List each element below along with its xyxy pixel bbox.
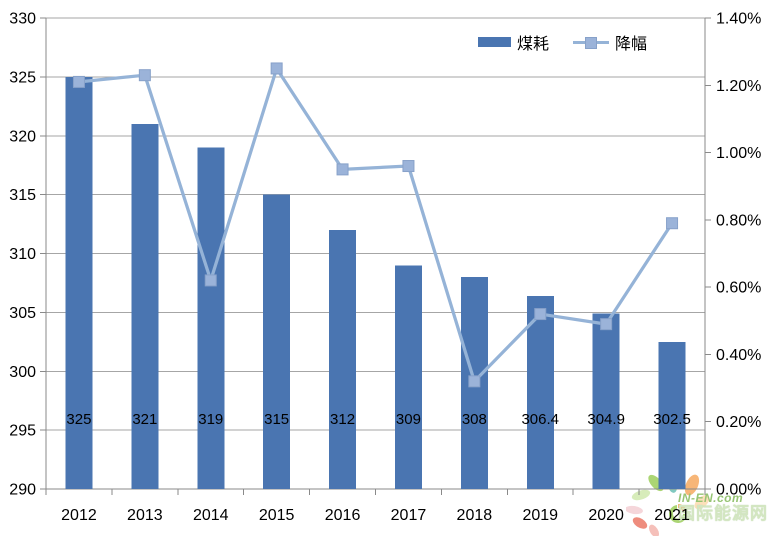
line-marker-2020 [600, 318, 613, 331]
line-marker-2013 [138, 69, 151, 82]
line-marker-2015 [270, 62, 283, 75]
bar-2016 [329, 229, 357, 489]
bar-data-label: 325 [66, 411, 91, 428]
line-marker-2014 [204, 274, 217, 287]
bar-2015 [263, 194, 291, 489]
bar-data-label: 321 [132, 411, 157, 428]
x-axis-category-label: 2013 [127, 507, 163, 524]
right-axis-tick-label: 1.00% [716, 145, 761, 162]
line-marker-2012 [72, 75, 85, 88]
watermark-site-name: 国际能源网 [678, 503, 768, 523]
left-axis-tick-label: 305 [9, 305, 36, 322]
legend-item-decline: 降幅 [573, 30, 647, 54]
in-en-logo-icon [626, 473, 710, 536]
bar-2017 [394, 265, 422, 489]
bar-2019 [526, 295, 554, 489]
left-axis-tick-label: 330 [9, 11, 36, 28]
x-axis-category-label: 2012 [61, 507, 97, 524]
right-axis-tick-label: 0.60% [716, 280, 761, 297]
left-axis-tick-label: 295 [9, 423, 36, 440]
bar-2020 [592, 313, 620, 489]
x-axis-category-label: 2021 [654, 507, 690, 524]
bar-2021 [658, 341, 686, 489]
left-axis-tick-label: 320 [9, 128, 36, 145]
bar-series-swatch-icon [478, 37, 511, 47]
bar-data-label: 312 [330, 411, 355, 428]
left-axis-tick-label: 310 [9, 246, 36, 263]
x-axis-category-label: 2018 [457, 507, 493, 524]
left-axis-tick-label: 325 [9, 69, 36, 86]
x-axis-category-label: 2015 [259, 507, 295, 524]
legend-item-coal: 煤耗 [478, 30, 549, 54]
legend-label-decline: 降幅 [615, 36, 648, 53]
left-axis-tick-label: 300 [9, 364, 36, 381]
x-axis-category-label: 2016 [325, 507, 361, 524]
line-marker-2021 [666, 217, 679, 230]
bar-data-label: 304.9 [587, 411, 625, 428]
legend-label-coal: 煤耗 [517, 36, 550, 53]
left-axis-tick-label: 290 [9, 482, 36, 499]
bar-data-label: 308 [462, 411, 487, 428]
x-axis-category-label: 2020 [588, 507, 624, 524]
right-axis-tick-label: 1.20% [716, 78, 761, 95]
bar-data-label: 306.4 [521, 411, 559, 428]
bar-2012 [65, 76, 93, 489]
left-axis-tick-label: 315 [9, 187, 36, 204]
bar-data-label: 315 [264, 411, 289, 428]
line-marker-2019 [534, 308, 547, 321]
line-marker-2016 [336, 163, 349, 176]
bar-data-label: 302.5 [653, 411, 691, 428]
right-axis-tick-label: 0.80% [716, 212, 761, 229]
bar-2013 [131, 123, 159, 489]
watermark: IN-EN.com 国际能源网 [626, 466, 772, 536]
x-axis-category-label: 2019 [522, 507, 558, 524]
bar-data-label: 319 [198, 411, 223, 428]
decline-line [78, 66, 674, 383]
right-axis-tick-label: 0.00% [716, 482, 761, 499]
watermark-brand: IN-EN.com [678, 491, 744, 505]
line-marker-2018 [468, 375, 481, 388]
right-axis-tick-label: 0.20% [716, 414, 761, 431]
line-marker-2017 [402, 160, 415, 173]
x-axis-category-label: 2017 [391, 507, 427, 524]
right-axis-tick-label: 0.40% [716, 347, 761, 364]
chart-legend: 煤耗 降幅 [478, 31, 647, 53]
bar-data-label: 309 [396, 411, 421, 428]
bar-2014 [197, 147, 225, 489]
x-axis-category-label: 2014 [193, 507, 229, 524]
line-series-swatch-icon [573, 36, 610, 49]
right-axis-tick-label: 1.40% [716, 11, 761, 28]
